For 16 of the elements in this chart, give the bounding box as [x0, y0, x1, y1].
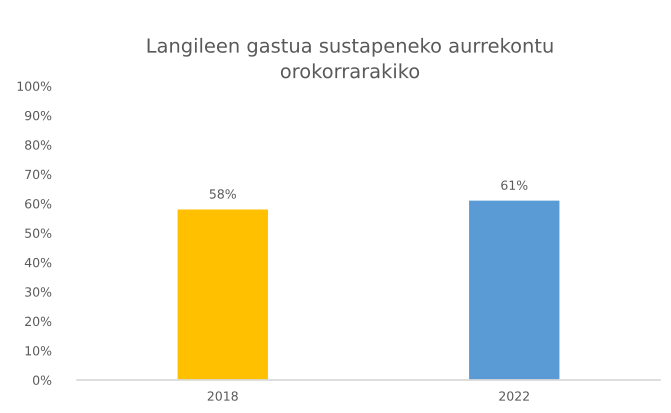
x-tick-label: 2022: [499, 391, 529, 401]
y-tick-label: 60%: [25, 199, 52, 209]
y-tick-label: 10%: [26, 346, 52, 356]
y-tick-label: 0%: [32, 375, 52, 385]
y-tick-label: 40%: [24, 258, 52, 268]
y-tick-label: 100%: [18, 81, 52, 91]
y-tick-label: 80%: [25, 140, 52, 150]
y-tick-label: 90%: [25, 110, 52, 120]
y-tick-label: 50%: [25, 228, 52, 238]
x-tick-label: 2018: [208, 391, 238, 401]
data-label: 58%: [210, 189, 236, 199]
y-tick-label: 70%: [25, 170, 52, 180]
y-tick-label: 30%: [25, 287, 52, 297]
chart-title: Langileen gastua sustapeneko aurrekontu orokorrarakiko: [148, 38, 553, 78]
data-label: 61%: [501, 180, 528, 190]
y-tick-label: 20%: [25, 316, 52, 326]
